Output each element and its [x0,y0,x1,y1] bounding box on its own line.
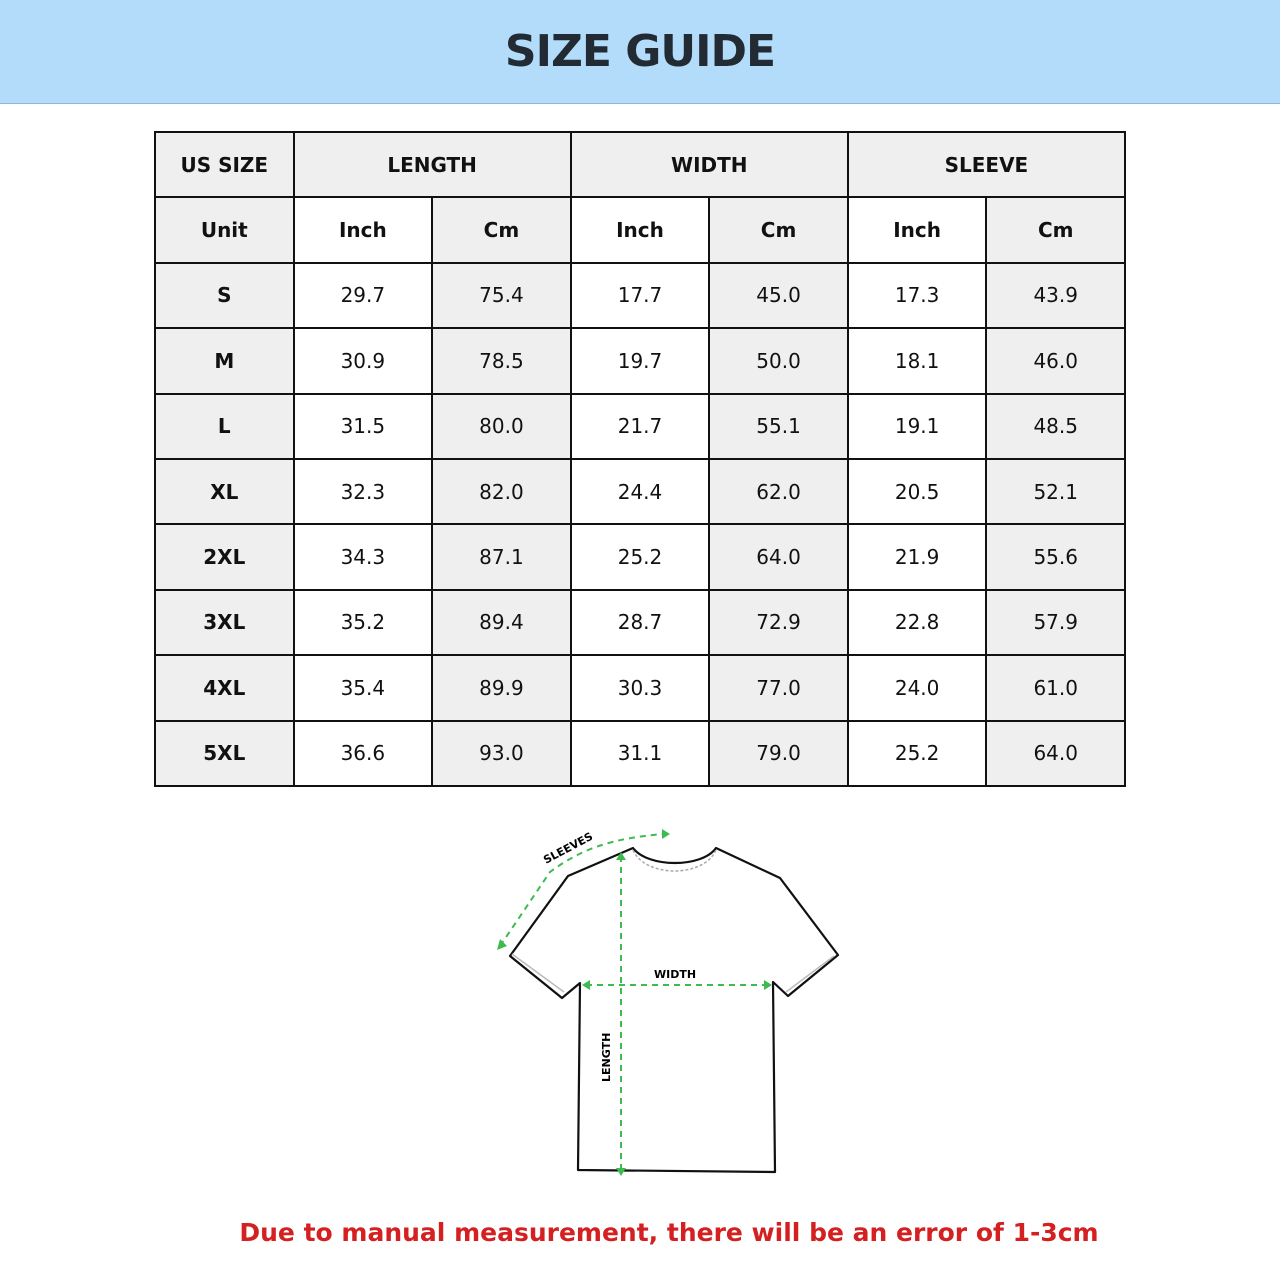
measurement-cell: 43.9 [987,263,1124,328]
group-header: WIDTH [571,133,847,197]
page-title: SIZE GUIDE [504,26,776,77]
measurement-cell: 82.0 [433,460,570,524]
unit-header: Inch [848,198,986,262]
measurement-cell: 30.3 [571,656,709,720]
title-banner: SIZE GUIDE [0,0,1280,104]
size-table: US SIZE LENGTH WIDTH SLEEVE Unit Inch Cm Inch Cm… [154,131,1126,787]
measurement-cell: 89.9 [433,656,570,720]
measurement-cell: 20.5 [848,460,986,524]
size-label: 5XL [156,721,293,785]
measurement-cell: 19.1 [848,394,986,458]
measurement-cell: 25.2 [848,721,986,785]
size-label: XL [156,460,293,524]
measurement-cell: 93.0 [433,721,570,785]
size-label: 3XL [156,590,293,655]
measurement-cell: 31.5 [294,394,432,458]
tshirt-diagram: SLEEVES WIDTH LENGTH [497,829,840,1176]
measurement-cell: 46.0 [987,329,1124,393]
measurement-cell: 36.6 [294,721,432,785]
measurement-cell: 45.0 [710,263,847,328]
measurement-cell: 24.0 [848,656,986,720]
measurement-cell: 35.2 [294,590,432,655]
unit-header: Inch [571,198,709,262]
size-label: L [156,394,293,458]
measurement-cell: 31.1 [571,721,709,785]
unit-label: Unit [156,198,293,262]
size-label: S [156,263,293,328]
measurement-cell: 32.3 [294,460,432,524]
unit-header: Cm [710,198,847,262]
measurement-cell: 62.0 [710,460,847,524]
size-label: 2XL [156,525,293,589]
measurement-cell: 79.0 [710,721,847,785]
sleeve-arrow [499,833,666,947]
measurement-cell: 35.4 [294,656,432,720]
measurement-cell: 21.7 [571,394,709,458]
measurement-cell: 52.1 [987,460,1124,524]
tshirt-outline [508,846,840,1174]
measurement-cell: 17.3 [848,263,986,328]
measurement-cell: 22.8 [848,590,986,655]
measurement-cell: 18.1 [848,329,986,393]
group-header: LENGTH [294,133,570,197]
measurement-cell: 64.0 [710,525,847,589]
measurement-note: Due to manual measurement, there will be… [239,1218,1099,1247]
measurement-cell: 87.1 [433,525,570,589]
measurement-cell: 72.9 [710,590,847,655]
measurement-cell: 19.7 [571,329,709,393]
unit-header: Inch [294,198,432,262]
measurement-cell: 55.1 [710,394,847,458]
measurement-cell: 78.5 [433,329,570,393]
measurement-cell: 64.0 [987,721,1124,785]
measurement-cell: 80.0 [433,394,570,458]
measurement-cell: 28.7 [571,590,709,655]
arrow-heads [497,829,772,1176]
measurement-cell: 50.0 [710,329,847,393]
measurement-cell: 89.4 [433,590,570,655]
measurement-cell: 25.2 [571,525,709,589]
measurement-cell: 55.6 [987,525,1124,589]
measurement-arrows [499,833,768,1172]
sleeve-cuffs [511,953,835,993]
group-header: US SIZE [156,133,293,197]
measurement-cell: 77.0 [710,656,847,720]
measurement-cell: 24.4 [571,460,709,524]
measurement-cell: 75.4 [433,263,570,328]
measurement-cell: 34.3 [294,525,432,589]
size-label: M [156,329,293,393]
measurement-cell: 29.7 [294,263,432,328]
width-label: WIDTH [654,968,696,981]
unit-header: Cm [433,198,570,262]
measurement-cell: 48.5 [987,394,1124,458]
measurement-cell: 61.0 [987,656,1124,720]
group-header: SLEEVE [848,133,1124,197]
size-label: 4XL [156,656,293,720]
measurement-cell: 21.9 [848,525,986,589]
measurement-cell: 17.7 [571,263,709,328]
measurement-cell: 30.9 [294,329,432,393]
measurement-cell: 57.9 [987,590,1124,655]
unit-header: Cm [987,198,1124,262]
length-label: LENGTH [600,1033,613,1082]
